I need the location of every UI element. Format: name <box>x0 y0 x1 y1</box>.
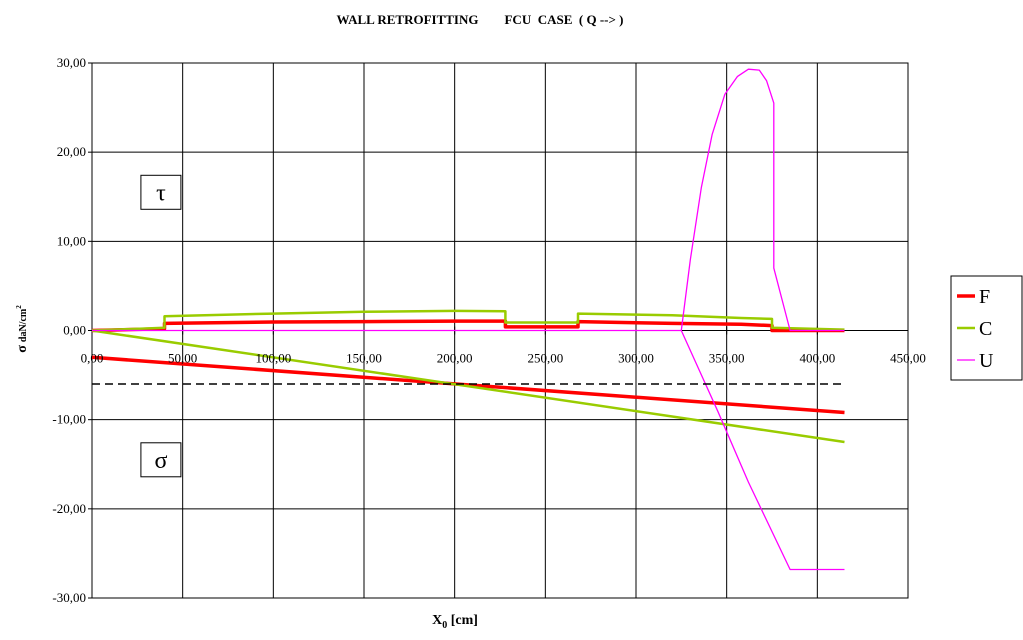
x-axis-title-main: X <box>432 613 442 628</box>
tick-labels: 0,00 50,00 100,00 150,00 200,00 250,00 300,00 3… <box>52 55 925 605</box>
annotation-frame <box>140 442 182 478</box>
y-axis-title: σ daN/cm2 <box>15 305 30 353</box>
legend-label-f: F <box>979 286 990 308</box>
series-layer <box>91 68 845 571</box>
chart-title: WALL RETROFITTING FCU CASE ( Q --> ) <box>337 12 624 27</box>
x-tick-label: 350,00 <box>709 351 745 366</box>
x-axis-title-unit: [cm] <box>447 613 478 628</box>
series-f-line <box>91 319 845 333</box>
x-tick-label: 150,00 <box>346 351 382 366</box>
y-tick-label: 10,00 <box>57 233 86 248</box>
y-tick-label: 0,00 <box>63 323 86 338</box>
legend-label-c: C <box>979 318 992 340</box>
y-axis-title-symbol: σ <box>15 345 30 353</box>
y-tick-label: 20,00 <box>57 144 86 159</box>
legend-label-u: U <box>979 350 994 372</box>
series-u-line <box>92 68 845 332</box>
series-f-line <box>91 355 845 415</box>
x-tick-label: 300,00 <box>618 351 654 366</box>
y-tick-label: -10,00 <box>52 412 86 427</box>
x-tick-label: 50,00 <box>168 351 197 366</box>
series-c-line <box>91 329 845 444</box>
annotation-box: τ <box>140 174 182 210</box>
annotation-label: σ <box>154 448 167 474</box>
x-tick-label: 400,00 <box>799 351 835 366</box>
annotation-label: τ <box>156 180 166 206</box>
svg-text:σdaN/cm2: σ daN/cm2 <box>15 305 30 353</box>
y-tick-label: -20,00 <box>52 501 86 516</box>
x-tick-label: 100,00 <box>255 351 291 366</box>
x-tick-label: 0,00 <box>81 351 104 366</box>
x-axis-title: X0 [cm] <box>432 613 478 631</box>
x-axis-title-subscript: 0 <box>442 620 447 631</box>
series-c-line <box>91 309 845 332</box>
x-tick-label: 200,00 <box>437 351 473 366</box>
x-tick-label: 250,00 <box>527 351 563 366</box>
y-axis-title-unit: daN/cm <box>18 308 29 342</box>
annotations: τσ <box>140 174 182 478</box>
legend: FCU <box>950 275 1023 381</box>
y-tick-label: -30,00 <box>52 590 86 605</box>
y-tick-label: 30,00 <box>57 55 86 70</box>
x-tick-label: 450,00 <box>890 351 926 366</box>
annotation-box: σ <box>140 442 182 478</box>
y-axis-title-superscript: 2 <box>15 305 23 309</box>
annotation-frame <box>140 174 182 210</box>
